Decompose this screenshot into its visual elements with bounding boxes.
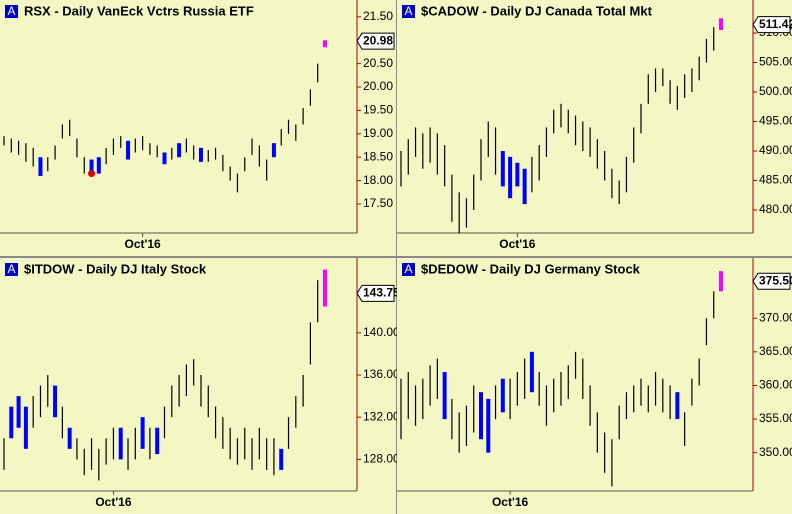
- y-tick-label: 500.00: [759, 84, 792, 98]
- title-badge: [5, 5, 18, 18]
- y-tick-label: 20.50: [363, 56, 393, 70]
- x-tick-label: Oct'16: [125, 237, 162, 251]
- panel: 128.00 132.00 136.00 140.00 Oct'16 143.75 A $IT…: [0, 258, 400, 514]
- x-tick-label: Oct'16: [492, 495, 529, 509]
- last-price: 143.75: [363, 285, 400, 299]
- y-tick-label: 132.00: [363, 409, 400, 423]
- y-tick-label: 128.00: [363, 452, 400, 466]
- y-tick-label: 19.00: [363, 126, 393, 140]
- panel-background: [0, 0, 396, 256]
- title-badge: [402, 5, 415, 18]
- y-tick-label: 18.00: [363, 173, 393, 187]
- title-badge: [402, 263, 415, 276]
- y-tick-label: 370.00: [759, 310, 792, 324]
- y-tick-label: 350.00: [759, 445, 792, 459]
- y-tick-label: 495.00: [759, 114, 792, 128]
- y-tick-label: 360.00: [759, 378, 792, 392]
- x-tick-label: Oct'16: [499, 237, 536, 251]
- price-flag: [752, 272, 791, 290]
- panel-background: [0, 258, 396, 514]
- marker: [88, 170, 96, 178]
- panel-background: [397, 258, 792, 514]
- y-tick-label: 490.00: [759, 143, 792, 157]
- y-tick-label: 17.50: [363, 196, 393, 210]
- panel: 17.5018.0018.5019.0019.5020.0020.5021.00…: [0, 0, 396, 256]
- y-tick-label: 21.50: [363, 9, 393, 23]
- last-price: 511.42: [759, 17, 792, 31]
- panel-background: [397, 0, 792, 256]
- title-badge-letter: A: [7, 262, 15, 276]
- y-tick-label: 20.00: [363, 79, 393, 93]
- chart-title: $CADOW - Daily DJ Canada Total Mkt: [421, 3, 653, 18]
- y-tick-label: 140.00: [363, 325, 400, 339]
- chart-title: $DEDOW - Daily DJ Germany Stock: [421, 261, 641, 276]
- title-badge-letter: A: [404, 4, 412, 18]
- title-badge-letter: A: [404, 262, 412, 276]
- panel: 480.00485.00490.00495.00500.00505.00510.…: [397, 0, 792, 256]
- y-tick-label: 18.50: [363, 149, 393, 163]
- chart-title: RSX - Daily VanEck Vctrs Russia ETF: [24, 3, 254, 18]
- title-badge-letter: A: [7, 4, 15, 18]
- last-price: 20.98: [363, 33, 393, 47]
- price-flag: [356, 284, 395, 302]
- y-tick-label: 365.00: [759, 344, 792, 358]
- chart-title: $ITDOW - Daily DJ Italy Stock: [24, 261, 207, 276]
- title-badge: [5, 263, 18, 276]
- x-tick-label: Oct'16: [95, 495, 132, 509]
- y-tick-label: 480.00: [759, 202, 792, 216]
- y-tick-label: 355.00: [759, 411, 792, 425]
- last-price: 375.50: [759, 273, 792, 287]
- y-tick-label: 505.00: [759, 55, 792, 69]
- y-tick-label: 19.50: [363, 103, 393, 117]
- price-flag: [356, 32, 395, 50]
- panel: 350.00 355.00 360.00 365.00 370.00 Oct'16 375.…: [397, 258, 792, 514]
- y-tick-label: 136.00: [363, 367, 400, 381]
- price-flag: [752, 16, 791, 34]
- y-tick-label: 485.00: [759, 173, 792, 187]
